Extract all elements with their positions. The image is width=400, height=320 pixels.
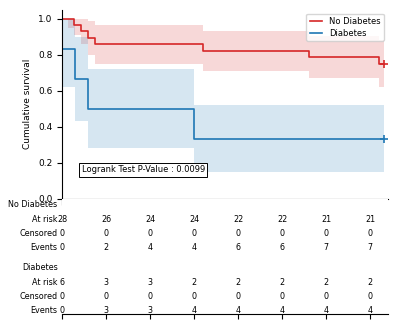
Text: At risk: At risk — [32, 215, 58, 224]
Diabetes — [148, 107, 152, 111]
No Diabetes — [72, 23, 77, 27]
Diabetes — [377, 137, 382, 141]
No Diabetes — [121, 43, 126, 46]
Text: 0: 0 — [280, 229, 285, 238]
No Diabetes — [306, 55, 311, 59]
No Diabetes — [60, 17, 64, 20]
Text: No Diabetes: No Diabetes — [8, 200, 58, 209]
Text: Diabetes: Diabetes — [22, 263, 58, 272]
Text: 0: 0 — [236, 292, 241, 301]
Text: 4: 4 — [324, 306, 329, 315]
Text: 6: 6 — [236, 243, 241, 252]
Text: At risk: At risk — [32, 278, 58, 287]
Text: 4: 4 — [192, 306, 197, 315]
Text: 0: 0 — [60, 306, 64, 315]
No Diabetes — [79, 29, 84, 33]
Text: 2: 2 — [368, 278, 373, 287]
Text: 6: 6 — [280, 243, 285, 252]
No Diabetes — [377, 62, 382, 66]
Diabetes — [192, 137, 196, 141]
Diabetes — [86, 107, 91, 111]
Diabetes — [60, 47, 64, 51]
Text: 26: 26 — [101, 215, 111, 224]
Text: 0: 0 — [280, 292, 285, 301]
Text: Events: Events — [30, 306, 58, 315]
Legend: No Diabetes, Diabetes: No Diabetes, Diabetes — [306, 14, 384, 41]
Line: Diabetes: Diabetes — [62, 49, 384, 139]
Text: 2: 2 — [280, 278, 285, 287]
Text: 2: 2 — [104, 243, 109, 252]
Diabetes — [82, 77, 86, 81]
Text: 0: 0 — [104, 292, 108, 301]
Text: 21: 21 — [321, 215, 331, 224]
Text: Events: Events — [30, 243, 58, 252]
Text: 0: 0 — [368, 229, 373, 238]
Y-axis label: Cumulative survival: Cumulative survival — [23, 59, 32, 149]
Text: 28: 28 — [57, 215, 67, 224]
Text: 0: 0 — [104, 229, 108, 238]
Diabetes — [64, 47, 69, 51]
Text: 22: 22 — [233, 215, 243, 224]
Text: 2: 2 — [324, 278, 329, 287]
Text: 0: 0 — [60, 243, 64, 252]
Text: 7: 7 — [324, 243, 329, 252]
Text: 0: 0 — [192, 229, 197, 238]
Diabetes — [73, 77, 78, 81]
Text: 6: 6 — [60, 278, 64, 287]
Text: 0: 0 — [148, 292, 153, 301]
Diabetes — [183, 107, 188, 111]
Text: 4: 4 — [192, 243, 197, 252]
Text: 0: 0 — [148, 229, 153, 238]
Diabetes — [381, 137, 386, 141]
No Diabetes — [236, 49, 241, 53]
Text: 0: 0 — [324, 292, 329, 301]
Text: 7: 7 — [368, 243, 373, 252]
No Diabetes — [93, 43, 98, 46]
No Diabetes — [200, 49, 205, 53]
Text: 3: 3 — [148, 306, 153, 315]
Text: 4: 4 — [148, 243, 153, 252]
Text: 0: 0 — [236, 229, 241, 238]
Text: 0: 0 — [368, 292, 373, 301]
Text: Logrank Test P-Value : 0.0099: Logrank Test P-Value : 0.0099 — [82, 165, 205, 174]
Text: Censored: Censored — [20, 292, 58, 301]
No Diabetes — [66, 17, 70, 20]
Line: No Diabetes: No Diabetes — [62, 19, 384, 64]
No Diabetes — [192, 43, 196, 46]
No Diabetes — [112, 43, 117, 46]
Text: 24: 24 — [189, 215, 199, 224]
Text: 2: 2 — [192, 278, 197, 287]
Text: 4: 4 — [236, 306, 241, 315]
Text: 3: 3 — [104, 306, 108, 315]
Text: 0: 0 — [192, 292, 197, 301]
Diabetes — [218, 137, 223, 141]
Text: 4: 4 — [280, 306, 285, 315]
Text: 4: 4 — [368, 306, 373, 315]
Text: 24: 24 — [145, 215, 155, 224]
Text: 0: 0 — [60, 292, 64, 301]
Text: 0: 0 — [324, 229, 329, 238]
Diabetes — [236, 137, 241, 141]
Text: 22: 22 — [277, 215, 287, 224]
Text: 3: 3 — [148, 278, 153, 287]
No Diabetes — [104, 43, 108, 46]
Text: 2: 2 — [236, 278, 241, 287]
Text: 21: 21 — [365, 215, 376, 224]
Diabetes — [104, 107, 108, 111]
No Diabetes — [148, 43, 152, 46]
No Diabetes — [86, 36, 91, 40]
Text: Censored: Censored — [20, 229, 58, 238]
Text: 3: 3 — [104, 278, 108, 287]
No Diabetes — [381, 62, 386, 66]
Text: 0: 0 — [60, 229, 64, 238]
No Diabetes — [324, 55, 329, 59]
